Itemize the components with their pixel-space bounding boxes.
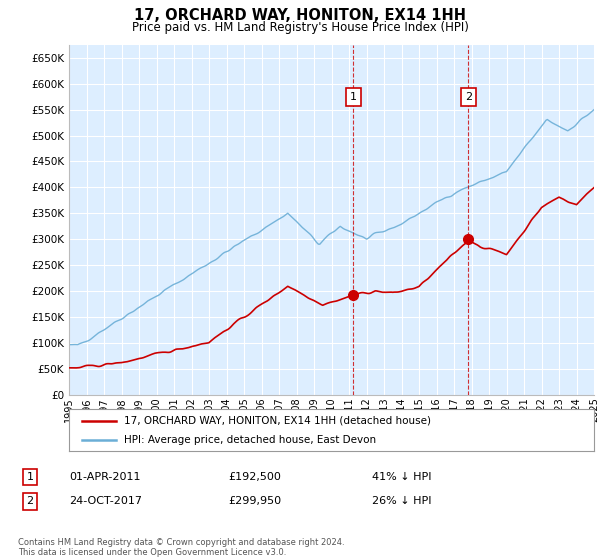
Text: £192,500: £192,500: [228, 472, 281, 482]
Text: 17, ORCHARD WAY, HONITON, EX14 1HH: 17, ORCHARD WAY, HONITON, EX14 1HH: [134, 8, 466, 24]
Text: 17, ORCHARD WAY, HONITON, EX14 1HH (detached house): 17, ORCHARD WAY, HONITON, EX14 1HH (deta…: [124, 416, 431, 426]
Text: 1: 1: [350, 92, 357, 102]
Text: Price paid vs. HM Land Registry's House Price Index (HPI): Price paid vs. HM Land Registry's House …: [131, 21, 469, 34]
Text: 24-OCT-2017: 24-OCT-2017: [69, 496, 142, 506]
Text: 01-APR-2011: 01-APR-2011: [69, 472, 140, 482]
Text: £299,950: £299,950: [228, 496, 281, 506]
Text: 41% ↓ HPI: 41% ↓ HPI: [372, 472, 431, 482]
Text: Contains HM Land Registry data © Crown copyright and database right 2024.
This d: Contains HM Land Registry data © Crown c…: [18, 538, 344, 557]
Text: 2: 2: [465, 92, 472, 102]
Text: 2: 2: [26, 496, 34, 506]
Text: 26% ↓ HPI: 26% ↓ HPI: [372, 496, 431, 506]
Text: HPI: Average price, detached house, East Devon: HPI: Average price, detached house, East…: [124, 435, 376, 445]
Text: 1: 1: [26, 472, 34, 482]
